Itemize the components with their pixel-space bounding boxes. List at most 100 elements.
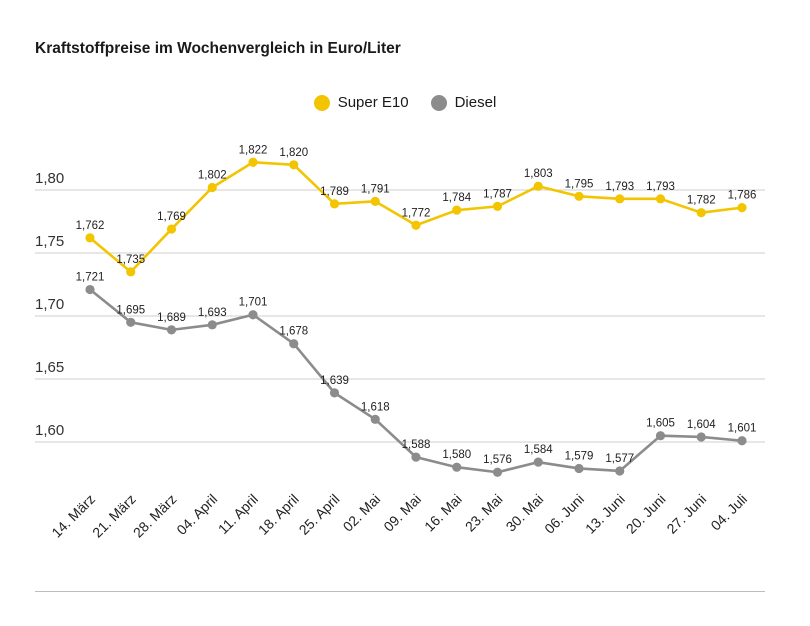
data-label-super-e10: 1,789 xyxy=(320,186,349,198)
y-tick-label: 1,60 xyxy=(35,422,64,439)
data-point-diesel xyxy=(533,457,543,467)
data-point-diesel xyxy=(574,463,584,474)
data-label-super-e10: 1,822 xyxy=(239,144,268,156)
data-point-super-e10 xyxy=(85,233,95,243)
data-label-diesel: 1,588 xyxy=(402,439,431,451)
data-point-super-e10 xyxy=(574,191,584,201)
data-point-diesel xyxy=(126,317,136,327)
data-point-super-e10 xyxy=(329,199,340,209)
legend-label-super-e10: Super E10 xyxy=(337,94,409,111)
bottom-divider xyxy=(35,591,765,592)
x-tick-label: 30. Mai xyxy=(503,491,547,535)
y-tick-label: 1,80 xyxy=(35,170,64,187)
data-label-diesel: 1,577 xyxy=(605,453,634,465)
data-label-diesel: 1,678 xyxy=(279,326,308,338)
data-label-diesel: 1,604 xyxy=(687,419,716,431)
data-point-diesel xyxy=(696,432,706,442)
x-tick-label: 06. Juni xyxy=(541,491,587,537)
data-label-diesel: 1,618 xyxy=(361,401,390,413)
data-point-super-e10 xyxy=(696,208,706,218)
x-tick-label: 13. Juni xyxy=(582,491,628,537)
x-tick-label: 20. Juni xyxy=(623,491,669,537)
data-label-diesel: 1,639 xyxy=(320,375,349,387)
data-point-super-e10 xyxy=(615,194,625,204)
data-label-super-e10: 1,791 xyxy=(361,183,390,195)
data-point-diesel xyxy=(655,431,666,441)
data-label-super-e10: 1,762 xyxy=(76,220,105,232)
data-label-diesel: 1,701 xyxy=(239,297,268,309)
data-point-diesel xyxy=(411,452,421,462)
data-label-super-e10: 1,820 xyxy=(279,147,308,159)
legend-label-diesel: Diesel xyxy=(454,94,497,111)
data-point-diesel xyxy=(492,467,503,477)
data-label-diesel: 1,601 xyxy=(728,423,757,435)
data-point-super-e10 xyxy=(126,267,136,277)
x-tick-label: 14. März xyxy=(48,491,98,541)
data-point-super-e10 xyxy=(166,224,177,234)
data-point-super-e10 xyxy=(207,182,217,193)
data-point-diesel xyxy=(370,414,380,424)
data-point-diesel xyxy=(329,388,340,398)
x-tick-label: 16. Mai xyxy=(421,491,465,535)
data-label-diesel: 1,721 xyxy=(76,272,105,284)
chart-title: Kraftstoffpreise im Wochenvergleich in E… xyxy=(35,40,401,57)
data-point-diesel xyxy=(452,462,462,472)
data-point-diesel xyxy=(207,320,217,330)
x-tick-label: 23. Mai xyxy=(462,491,506,535)
data-point-super-e10 xyxy=(248,157,258,167)
data-label-super-e10: 1,793 xyxy=(646,181,675,193)
data-point-super-e10 xyxy=(289,160,299,170)
data-label-diesel: 1,689 xyxy=(157,312,186,324)
data-label-diesel: 1,693 xyxy=(198,307,227,319)
data-point-super-e10 xyxy=(370,196,380,206)
data-point-super-e10 xyxy=(655,194,666,204)
data-point-super-e10 xyxy=(411,220,421,230)
data-point-diesel xyxy=(289,339,299,349)
data-point-super-e10 xyxy=(492,201,503,211)
x-tick-label: 04. Juli xyxy=(707,491,750,534)
data-label-super-e10: 1,782 xyxy=(687,195,716,207)
x-tick-label: 02. Mai xyxy=(340,491,384,535)
data-point-super-e10 xyxy=(452,205,462,215)
x-tick-label: 18. April xyxy=(255,491,302,538)
legend: Super E10 Diesel xyxy=(0,94,810,111)
data-label-super-e10: 1,735 xyxy=(116,254,145,266)
data-label-diesel: 1,695 xyxy=(116,304,145,316)
data-label-diesel: 1,579 xyxy=(565,450,594,462)
data-label-super-e10: 1,772 xyxy=(402,207,431,219)
legend-marker-super-e10 xyxy=(313,94,330,111)
data-label-super-e10: 1,787 xyxy=(483,188,512,200)
x-tick-label: 28. März xyxy=(130,491,180,541)
legend-marker-diesel xyxy=(430,94,447,111)
data-label-super-e10: 1,802 xyxy=(198,169,227,181)
data-label-diesel: 1,605 xyxy=(646,418,675,430)
x-tick-label: 04. April xyxy=(173,491,220,538)
y-tick-label: 1,70 xyxy=(35,296,64,313)
x-tick-label: 27. Juni xyxy=(663,491,709,537)
data-label-super-e10: 1,793 xyxy=(605,181,634,193)
data-point-diesel xyxy=(248,310,258,320)
data-label-super-e10: 1,803 xyxy=(524,168,553,180)
data-point-diesel xyxy=(166,325,177,335)
data-label-super-e10: 1,795 xyxy=(565,178,594,190)
data-label-diesel: 1,584 xyxy=(524,444,553,456)
y-tick-label: 1,65 xyxy=(35,359,64,376)
x-tick-label: 21. März xyxy=(89,491,139,541)
data-point-diesel xyxy=(85,284,95,295)
data-point-diesel xyxy=(615,466,625,476)
data-point-diesel xyxy=(737,436,747,446)
data-point-super-e10 xyxy=(737,203,747,213)
legend-item-super-e10: Super E10 xyxy=(313,94,409,111)
legend-item-diesel: Diesel xyxy=(430,94,497,111)
data-label-super-e10: 1,786 xyxy=(728,190,757,202)
data-point-super-e10 xyxy=(533,181,543,191)
data-label-super-e10: 1,784 xyxy=(442,192,471,204)
x-tick-label: 11. April xyxy=(215,491,261,537)
x-tick-label: 09. Mai xyxy=(380,491,424,535)
data-label-diesel: 1,580 xyxy=(442,449,471,461)
y-tick-label: 1,75 xyxy=(35,233,64,250)
x-tick-label: 25. April xyxy=(296,491,343,538)
data-label-diesel: 1,576 xyxy=(483,454,512,466)
data-label-super-e10: 1,769 xyxy=(157,211,186,223)
